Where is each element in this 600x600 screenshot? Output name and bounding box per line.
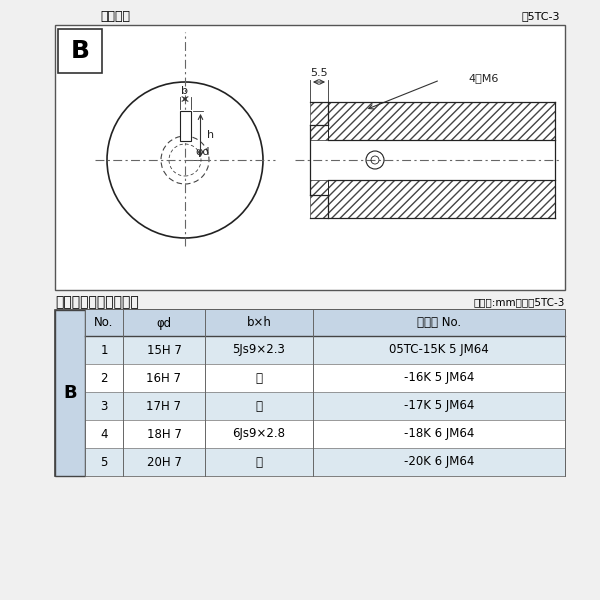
Text: 16H 7: 16H 7 xyxy=(146,371,182,385)
Bar xyxy=(55,310,85,476)
Text: 1: 1 xyxy=(100,343,108,356)
Text: コード No.: コード No. xyxy=(417,317,461,329)
Text: （単位:mm）　表5TC-3: （単位:mm） 表5TC-3 xyxy=(473,297,565,307)
Text: 2: 2 xyxy=(100,371,108,385)
Bar xyxy=(55,310,565,476)
Text: -20K 6 JM64: -20K 6 JM64 xyxy=(404,455,474,469)
Text: 6Js9×2.8: 6Js9×2.8 xyxy=(233,427,286,440)
Text: 〃: 〃 xyxy=(256,371,263,385)
Text: 4－M6: 4－M6 xyxy=(468,73,499,83)
Text: 18H 7: 18H 7 xyxy=(146,427,181,440)
Bar xyxy=(85,364,565,392)
Text: No.: No. xyxy=(94,317,113,329)
Text: 3: 3 xyxy=(100,400,107,413)
Text: 5Js9×2.3: 5Js9×2.3 xyxy=(233,343,286,356)
Text: 15H 7: 15H 7 xyxy=(146,343,181,356)
Text: 05TC-15K 5 JM64: 05TC-15K 5 JM64 xyxy=(389,343,489,356)
Bar xyxy=(179,111,191,141)
Bar xyxy=(85,420,565,448)
Text: -17K 5 JM64: -17K 5 JM64 xyxy=(404,400,474,413)
Text: h: h xyxy=(208,130,215,140)
Bar xyxy=(310,180,328,195)
Text: 軸穴形状: 軸穴形状 xyxy=(100,10,130,22)
Text: 4: 4 xyxy=(100,427,108,440)
Text: 〃: 〃 xyxy=(256,400,263,413)
Text: 5: 5 xyxy=(100,455,107,469)
Bar xyxy=(55,25,565,290)
Bar xyxy=(85,392,565,420)
Text: 囵5TC-3: 囵5TC-3 xyxy=(521,11,560,21)
Bar xyxy=(310,102,555,140)
Bar xyxy=(85,310,565,336)
Text: φd: φd xyxy=(157,317,172,329)
Text: b×h: b×h xyxy=(247,317,271,329)
Text: B: B xyxy=(71,39,89,63)
Text: -18K 6 JM64: -18K 6 JM64 xyxy=(404,427,474,440)
Bar xyxy=(58,29,102,73)
Text: 5.5: 5.5 xyxy=(310,68,328,78)
Bar xyxy=(310,180,555,218)
Bar xyxy=(85,448,565,476)
Text: B: B xyxy=(63,384,77,402)
Text: 17H 7: 17H 7 xyxy=(146,400,182,413)
Text: 軸穴形状コード一覧表: 軸穴形状コード一覧表 xyxy=(55,295,139,309)
Text: φd: φd xyxy=(195,147,209,157)
Text: -16K 5 JM64: -16K 5 JM64 xyxy=(404,371,474,385)
Text: 〃: 〃 xyxy=(256,455,263,469)
Text: 20H 7: 20H 7 xyxy=(146,455,181,469)
Bar xyxy=(310,125,328,140)
Bar xyxy=(85,336,565,364)
Text: b: b xyxy=(182,86,188,96)
